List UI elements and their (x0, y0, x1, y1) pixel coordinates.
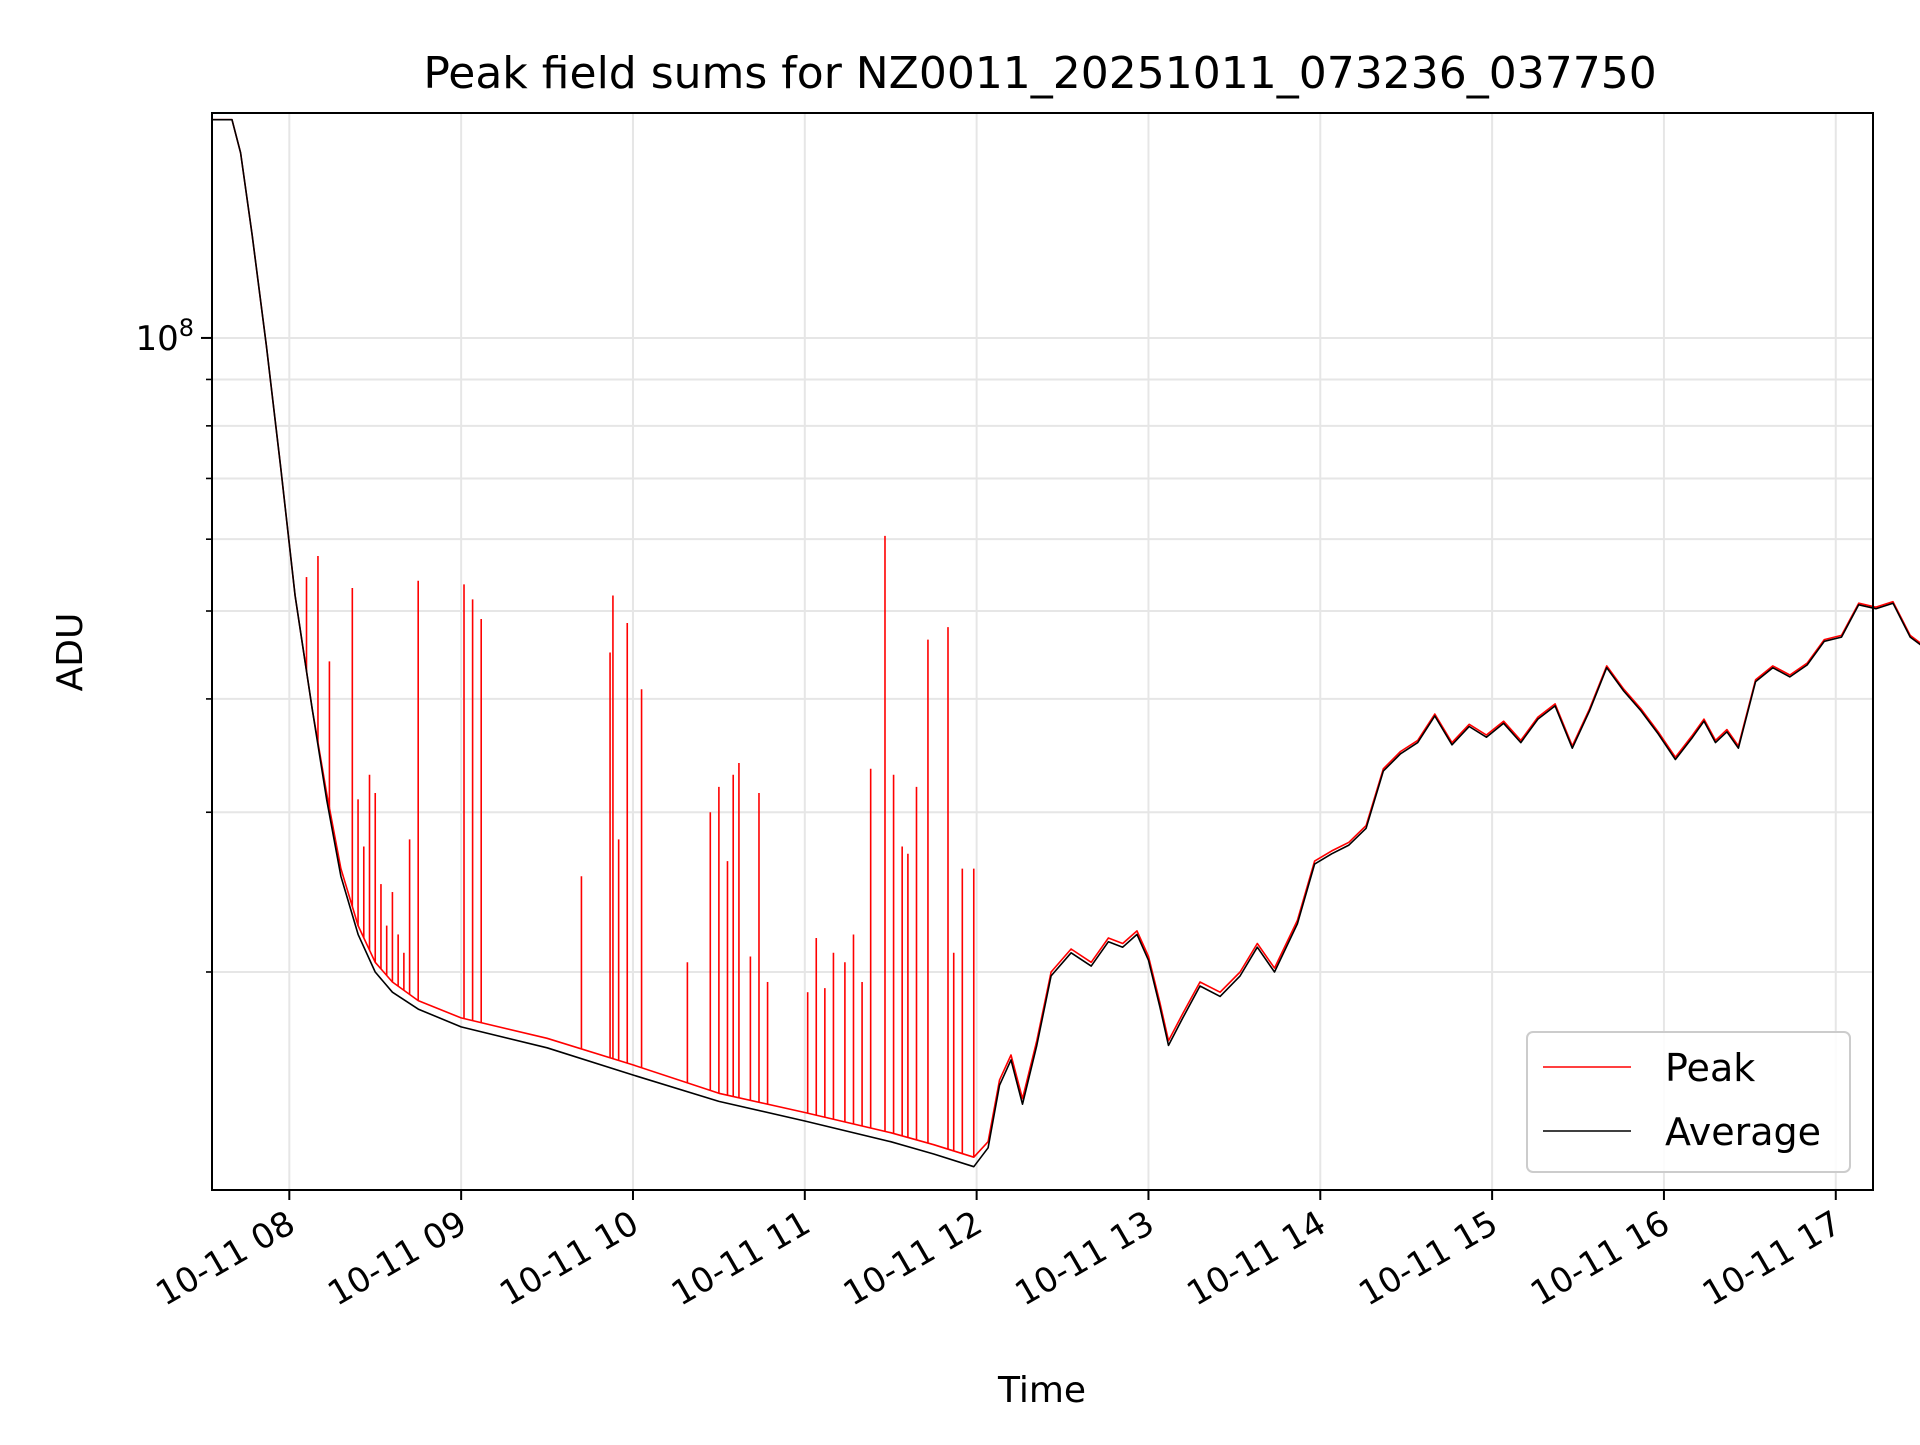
plot-series (212, 118, 1920, 1168)
legend-label-peak: Peak (1665, 1046, 1755, 1090)
plot-frame (211, 112, 1874, 1191)
series-line-average (212, 118, 1920, 1168)
y-tick-label: 108 (135, 314, 194, 359)
chart-title: Peak field sums for NZ0011_20251011_0732… (423, 48, 1656, 99)
y-axis-label: ADU (50, 613, 91, 692)
grid (212, 113, 1873, 1190)
legend-label-average: Average (1665, 1110, 1821, 1154)
x-axis-label: Time (997, 1370, 1086, 1411)
legend: Peak Average (1526, 1031, 1851, 1173)
series-line-peak (212, 118, 1920, 1158)
